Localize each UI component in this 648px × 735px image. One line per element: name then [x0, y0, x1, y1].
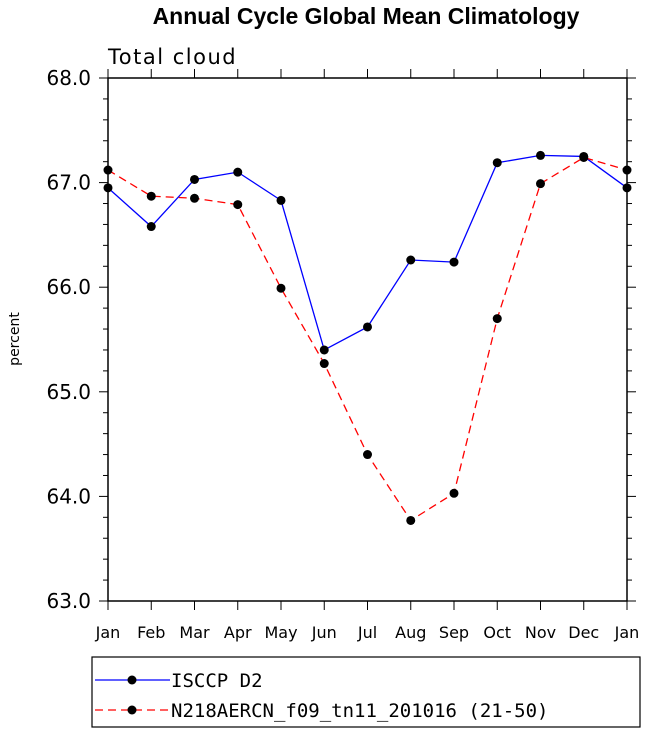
x-tick-label: Aug: [395, 623, 426, 642]
legend-marker: [127, 675, 137, 685]
data-point: [536, 150, 545, 160]
tick-labels: Jan Feb Mar Apr May Jun Jul Aug Sep Oct Nov Dec Jan6…: [46, 66, 639, 642]
y-axis-label: percent: [7, 312, 23, 366]
data-point: [449, 257, 459, 267]
y-tick-label: 68.0: [46, 66, 91, 90]
data-point: [190, 193, 199, 203]
x-tick-label: Jul: [357, 623, 377, 642]
x-tick-label: Feb: [137, 623, 165, 642]
data-point: [363, 450, 372, 460]
y-tick-label: 67.0: [46, 171, 91, 195]
plot-frame: [107, 77, 628, 602]
x-tick-label: Oct: [483, 623, 511, 642]
series-layer: [103, 150, 632, 525]
x-tick-label: Nov: [525, 623, 556, 642]
data-point: [276, 195, 286, 205]
x-tick-label: Jan: [95, 623, 121, 642]
data-point: [233, 200, 243, 210]
x-tick-label: Sep: [439, 623, 469, 642]
y-tick-label: 64.0: [46, 484, 91, 508]
data-point: [146, 191, 156, 201]
legend: ISCCP D2 N218AERCN_f09_tn11_201016 (21-50…: [91, 656, 641, 728]
x-tick-label: Apr: [224, 623, 252, 642]
x-tick-label: Jun: [311, 623, 337, 642]
data-point: [146, 222, 156, 232]
y-tick-label: 66.0: [46, 275, 91, 299]
y-tick-label: 65.0: [46, 380, 91, 404]
axis-ticks: [99, 69, 636, 610]
data-point: [276, 283, 286, 293]
data-point: [579, 152, 589, 162]
data-point: [190, 174, 199, 184]
x-tick-label: Mar: [179, 623, 210, 642]
data-point: [233, 167, 243, 177]
legend-box: [91, 656, 641, 728]
y-tick-label: 63.0: [46, 589, 91, 613]
legend-label-2: N218AERCN_f09_tn11_201016 (21-50): [171, 700, 549, 722]
chart-subtitle: Total cloud: [107, 45, 237, 69]
data-point: [449, 488, 459, 498]
legend-marker: [127, 705, 137, 715]
data-point: [406, 515, 416, 525]
series-line-1: [107, 154, 628, 351]
data-point: [406, 255, 416, 265]
data-point: [363, 322, 372, 332]
data-point: [536, 179, 545, 189]
x-tick-label: Jan: [614, 623, 640, 642]
data-point: [319, 345, 329, 355]
chart-title: Annual Cycle Global Mean Climatology: [153, 3, 580, 29]
x-tick-label: Dec: [568, 623, 599, 642]
legend-label-1: ISCCP D2: [171, 670, 263, 692]
data-point: [492, 314, 502, 324]
data-point: [319, 359, 329, 369]
series-line-2: [107, 156, 628, 522]
x-tick-label: May: [264, 623, 297, 642]
data-point: [492, 158, 502, 168]
